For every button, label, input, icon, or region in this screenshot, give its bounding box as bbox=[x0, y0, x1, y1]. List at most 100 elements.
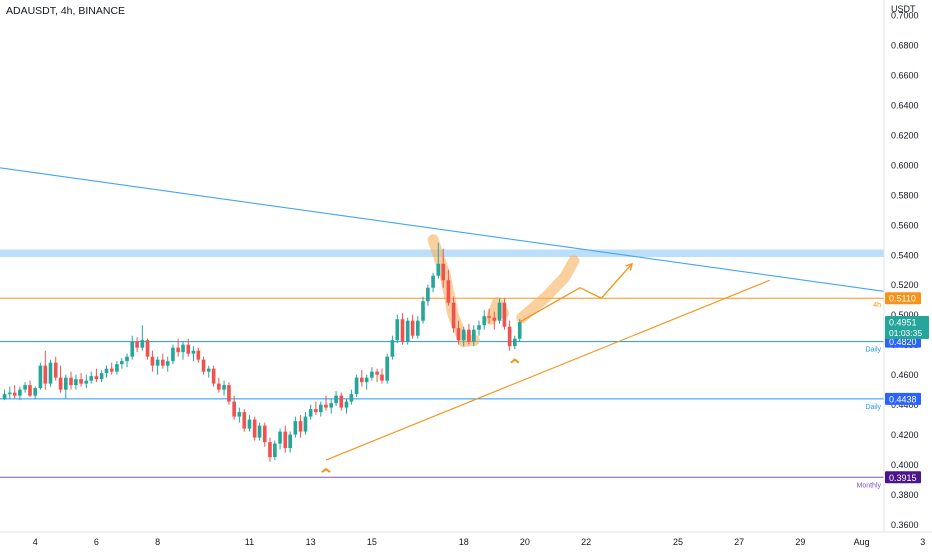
candle bbox=[431, 272, 435, 293]
candle bbox=[390, 335, 395, 360]
candle bbox=[364, 374, 369, 390]
price-tick-label: 0.5400 bbox=[891, 250, 919, 260]
candle bbox=[482, 310, 487, 330]
chart-title: ADAUSDT, 4h, BINANCE bbox=[6, 5, 125, 17]
candle-body bbox=[344, 401, 349, 408]
candle-body bbox=[507, 326, 512, 347]
time-tick-label: 29 bbox=[795, 537, 805, 547]
candle-body bbox=[191, 350, 196, 354]
level-note: Daily bbox=[865, 347, 881, 354]
candle-body bbox=[165, 361, 170, 366]
time-tick-label: 8 bbox=[155, 537, 160, 547]
candle-body bbox=[252, 419, 257, 438]
candle-body bbox=[155, 359, 160, 366]
candle-body bbox=[318, 404, 323, 413]
time-tick-label: 11 bbox=[245, 537, 254, 547]
candle-body bbox=[242, 412, 247, 429]
price-tick-label: 0.6200 bbox=[891, 130, 919, 140]
candle-body bbox=[482, 316, 487, 326]
candle-body bbox=[467, 329, 471, 342]
time-axis-panel[interactable] bbox=[0, 532, 884, 550]
candle-body bbox=[308, 409, 313, 417]
candle-body bbox=[217, 383, 221, 390]
candle bbox=[38, 362, 43, 390]
candle bbox=[492, 311, 497, 330]
price-tick-label: 0.6800 bbox=[891, 40, 919, 50]
highlight-stroke bbox=[516, 255, 580, 324]
candle-countdown: 01:03:35 bbox=[889, 328, 922, 338]
candle-body bbox=[477, 325, 481, 330]
candle-body bbox=[329, 403, 333, 408]
price-tick-label: 0.6000 bbox=[891, 160, 919, 170]
candle-body bbox=[119, 361, 124, 365]
candle-body bbox=[257, 425, 262, 438]
candle bbox=[278, 428, 282, 450]
candle-body bbox=[74, 379, 78, 386]
current-price-label: 0.4951 bbox=[889, 318, 917, 328]
candle bbox=[314, 401, 318, 416]
candle-body bbox=[421, 301, 425, 321]
candle-body bbox=[375, 371, 379, 375]
candle bbox=[115, 361, 119, 375]
candle bbox=[191, 346, 196, 362]
candle bbox=[441, 248, 446, 288]
candle bbox=[273, 440, 277, 461]
candle bbox=[359, 370, 364, 387]
price-tick-label: 0.5800 bbox=[891, 190, 919, 200]
time-tick-label: 15 bbox=[367, 537, 377, 547]
time-tick-label: 18 bbox=[459, 537, 469, 547]
candle-body bbox=[109, 368, 114, 372]
ascending-trendline bbox=[325, 279, 770, 461]
candle bbox=[308, 404, 313, 420]
candle bbox=[283, 425, 288, 453]
candle-body bbox=[278, 431, 282, 444]
candle-body bbox=[415, 320, 420, 336]
candle bbox=[293, 416, 298, 438]
candle-body bbox=[7, 392, 12, 395]
candle bbox=[84, 374, 89, 389]
candle bbox=[471, 325, 476, 347]
candle bbox=[58, 365, 63, 393]
candle bbox=[53, 356, 58, 381]
candle bbox=[222, 380, 226, 396]
candle bbox=[211, 365, 216, 387]
candle bbox=[339, 392, 344, 411]
caret-marker bbox=[510, 358, 520, 364]
candle bbox=[99, 370, 104, 383]
candle bbox=[400, 313, 405, 345]
price-tag-label: 0.5110 bbox=[889, 294, 916, 304]
highlight-stroke bbox=[485, 297, 509, 325]
candle bbox=[410, 314, 415, 339]
candle bbox=[135, 337, 139, 353]
candle-body bbox=[385, 356, 390, 381]
candle bbox=[426, 284, 430, 306]
candle-body bbox=[222, 385, 226, 390]
candle-body bbox=[324, 404, 328, 408]
candle bbox=[69, 371, 73, 390]
price-axis-panel[interactable] bbox=[884, 0, 932, 532]
candle bbox=[145, 338, 150, 360]
candle-body bbox=[380, 374, 384, 381]
candle bbox=[74, 374, 78, 390]
candle-body bbox=[431, 275, 435, 288]
candle bbox=[23, 382, 27, 393]
candle bbox=[217, 377, 221, 393]
candle bbox=[512, 335, 517, 350]
candle-body bbox=[145, 340, 150, 357]
price-tick-label: 0.4200 bbox=[891, 430, 919, 440]
candle bbox=[104, 365, 109, 378]
candle bbox=[262, 422, 267, 447]
candle-body bbox=[426, 287, 430, 302]
candle-body bbox=[446, 280, 451, 303]
candle bbox=[456, 320, 461, 345]
candle-body bbox=[502, 302, 507, 327]
candle-body bbox=[471, 329, 476, 342]
candle bbox=[507, 320, 512, 351]
candle-body bbox=[69, 377, 73, 386]
level-note: Daily bbox=[865, 404, 881, 411]
candle-body bbox=[79, 379, 83, 384]
time-tick-label: 13 bbox=[306, 537, 316, 547]
